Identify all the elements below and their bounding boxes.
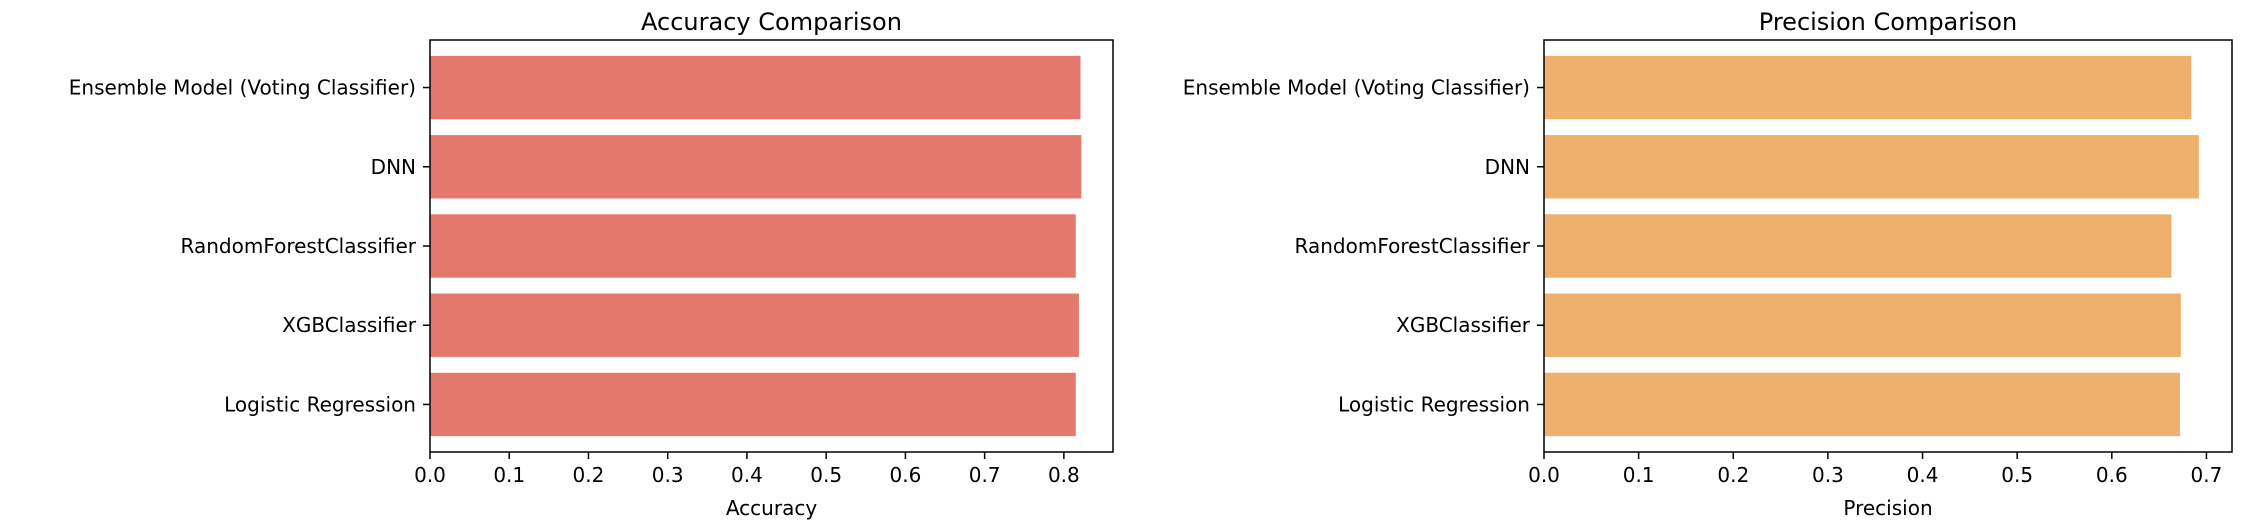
precision-ytick-label: DNN (1485, 155, 1530, 179)
accuracy-xtick-label: 0.5 (810, 463, 842, 487)
accuracy-xtick-label: 0.7 (969, 463, 1001, 487)
accuracy-x-axis-label: Accuracy (726, 496, 817, 520)
precision-xtick-label: 0.3 (1812, 463, 1844, 487)
accuracy-bar (430, 55, 1081, 120)
precision-xtick-label: 0.1 (1623, 463, 1655, 487)
accuracy-xtick-label: 0.2 (573, 463, 605, 487)
accuracy-xtick-label: 0.0 (414, 463, 446, 487)
precision-chart-panel: Ensemble Model (Voting Classifier) DNN Ran… (1183, 8, 2233, 520)
precision-xtick-label: 0.0 (1528, 463, 1560, 487)
precision-ytick-label: RandomForestClassifier (1295, 234, 1531, 258)
precision-bar (1544, 214, 2172, 278)
accuracy-ytick-label: XGBClassifier (282, 313, 417, 337)
precision-x-axis-label: Precision (1843, 496, 1932, 520)
precision-xtick-label: 0.5 (2001, 463, 2033, 487)
precision-xtick-label: 0.6 (2096, 463, 2128, 487)
accuracy-bar (430, 214, 1076, 278)
accuracy-chart-panel: Ensemble Model (Voting Classifier) DNN Ran… (69, 8, 1114, 520)
precision-ytick-label: XGBClassifier (1396, 313, 1531, 337)
accuracy-ytick-label: Logistic Regression (224, 392, 416, 416)
accuracy-xtick-label: 0.4 (731, 463, 763, 487)
accuracy-bar (430, 293, 1079, 357)
precision-bar (1544, 135, 2199, 199)
precision-ytick-label: Ensemble Model (Voting Classifier) (1183, 76, 1530, 100)
accuracy-bar (430, 372, 1076, 437)
precision-axes-frame (1543, 39, 2233, 453)
accuracy-bar (430, 135, 1082, 199)
accuracy-ytick-label: Ensemble Model (Voting Classifier) (69, 76, 416, 100)
precision-xtick-label: 0.2 (1717, 463, 1749, 487)
precision-xtick-label: 0.4 (1907, 463, 1939, 487)
precision-xtick-label: 0.7 (2191, 463, 2223, 487)
precision-bar (1544, 55, 2192, 120)
accuracy-ytick-label: RandomForestClassifier (181, 234, 417, 258)
accuracy-xtick-label: 0.3 (652, 463, 684, 487)
accuracy-ytick-label: DNN (371, 155, 416, 179)
accuracy-chart-title: Accuracy Comparison (641, 8, 902, 36)
precision-chart-title: Precision Comparison (1759, 8, 2017, 36)
accuracy-axes-frame (429, 39, 1114, 453)
accuracy-xtick-label: 0.6 (889, 463, 921, 487)
precision-bar (1544, 293, 2181, 357)
accuracy-xtick-label: 0.1 (493, 463, 525, 487)
accuracy-xtick-label: 0.8 (1048, 463, 1080, 487)
precision-bar (1544, 372, 2180, 437)
precision-ytick-label: Logistic Regression (1338, 392, 1530, 416)
